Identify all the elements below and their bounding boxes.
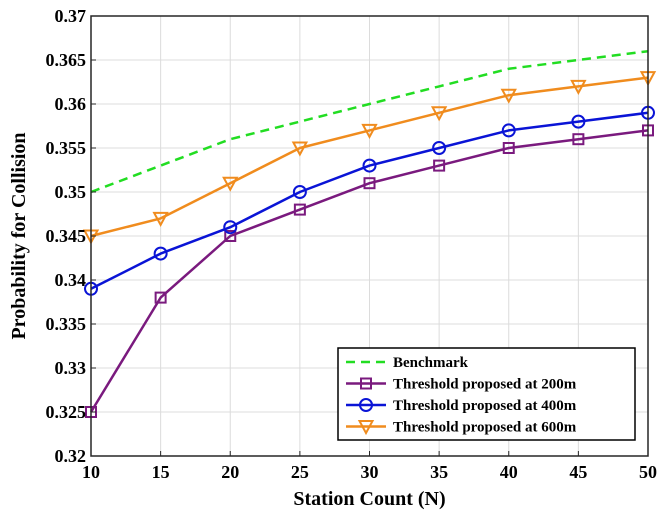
legend-label: Benchmark <box>393 355 469 371</box>
y-tick-label: 0.365 <box>46 50 87 70</box>
x-tick-label: 15 <box>152 462 170 482</box>
series-line <box>89 129 649 413</box>
y-tick-label: 0.36 <box>55 94 87 114</box>
x-tick-label: 35 <box>430 462 448 482</box>
legend: Benchmark Threshold proposed at 200m Thres… <box>337 347 636 441</box>
x-tick-label: 40 <box>500 462 518 482</box>
data-point <box>292 185 307 199</box>
series-line <box>90 49 649 194</box>
series-line <box>90 111 649 290</box>
y-tick-label: 0.325 <box>46 402 87 422</box>
data-point <box>571 114 586 129</box>
y-tick-label: 0.355 <box>46 138 87 158</box>
legend-label: Threshold proposed at 400m <box>393 398 577 414</box>
data-point <box>501 123 516 138</box>
data-point <box>224 230 237 242</box>
data-point <box>502 142 515 154</box>
legend-item: Benchmark <box>346 355 469 371</box>
legend-swatch-marker <box>360 377 372 390</box>
y-tick-label: 0.32 <box>55 446 87 466</box>
legend-item: Threshold proposed at 200m <box>346 377 577 393</box>
data-point <box>430 106 448 122</box>
data-point <box>433 159 446 172</box>
series-line <box>90 76 649 238</box>
data-point <box>500 88 517 104</box>
x-axis-label: Station Count (N) <box>293 488 445 510</box>
legend-swatch-marker <box>357 420 375 436</box>
series-0 <box>90 49 649 194</box>
data-point <box>154 291 167 304</box>
series-1 <box>85 124 654 418</box>
y-tick-label: 0.33 <box>55 358 87 378</box>
legend-box <box>337 347 636 441</box>
axis-ticks: 10 15 20 25 30 35 40 45 50 0.32 0.325 0.33 0.335 0.34… <box>46 6 658 482</box>
series-3 <box>82 71 657 245</box>
data-point <box>222 176 239 192</box>
y-tick-label: 0.34 <box>55 270 87 290</box>
data-point <box>293 203 306 216</box>
y-tick-label: 0.335 <box>46 314 87 334</box>
legend-swatch-marker <box>359 398 373 412</box>
data-point <box>291 141 309 157</box>
x-tick-label: 45 <box>569 462 587 482</box>
data-point <box>361 123 378 139</box>
x-tick-label: 10 <box>82 462 100 482</box>
x-tick-label: 30 <box>361 462 379 482</box>
x-tick-label: 25 <box>291 462 309 482</box>
data-point <box>363 177 376 190</box>
data-point <box>223 220 238 235</box>
legend-item: Threshold proposed at 400m <box>346 398 577 414</box>
y-tick-label: 0.37 <box>55 6 87 26</box>
x-tick-label: 20 <box>221 462 239 482</box>
legend-label: Threshold proposed at 200m <box>393 377 577 393</box>
data-point <box>153 246 168 261</box>
x-tick-label: 50 <box>639 462 657 482</box>
data-point <box>570 79 587 95</box>
data-point <box>152 211 169 227</box>
legend-item: Threshold proposed at 600m <box>346 420 577 436</box>
data-point <box>362 158 377 173</box>
y-tick-label: 0.35 <box>55 182 87 202</box>
y-tick-label: 0.345 <box>46 226 87 246</box>
y-axis-label: Probability for Collision <box>8 132 30 339</box>
data-point <box>432 141 447 155</box>
data-point <box>572 133 585 146</box>
legend-label: Threshold proposed at 600m <box>393 420 577 436</box>
